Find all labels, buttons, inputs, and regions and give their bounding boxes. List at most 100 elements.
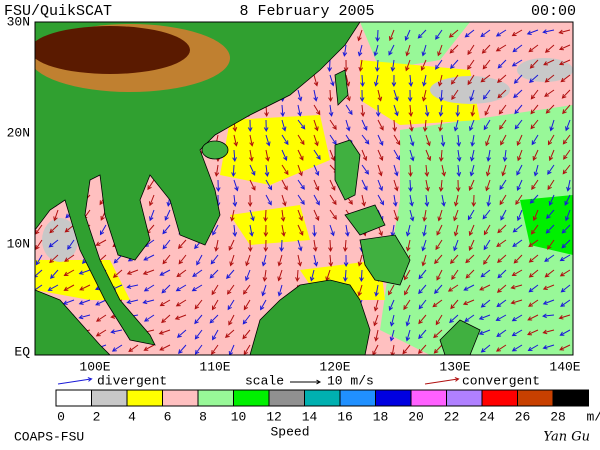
wind-arrow: [78, 314, 91, 320]
wind-arrow: [510, 299, 523, 305]
wind-arrow: [441, 164, 446, 177]
wind-arrow: [455, 179, 461, 193]
colorbar-label: 18: [373, 409, 389, 424]
wind-arrow: [529, 59, 539, 69]
wind-arrow: [249, 209, 255, 222]
wind-arrow: [418, 299, 427, 310]
wind-arrow: [558, 44, 571, 51]
wind-arrow: [420, 59, 427, 72]
wind-arrow: [405, 59, 411, 72]
wind-arrow: [449, 59, 459, 69]
wind-arrow: [297, 149, 304, 161]
wind-arrow: [263, 209, 268, 223]
wind-arrow: [530, 119, 539, 130]
wind-arrow: [361, 134, 370, 145]
wind-arrow: [526, 29, 539, 35]
legend-divergent: divergent: [97, 373, 167, 388]
lon-label: 140E: [549, 359, 580, 374]
wind-arrow: [359, 89, 365, 103]
wind-arrow: [215, 179, 221, 193]
colorbar-box: [517, 389, 554, 407]
wind-arrow: [142, 299, 155, 305]
wind-arrow: [480, 29, 491, 38]
wind-arrow: [345, 119, 351, 132]
wind-arrow: [389, 329, 395, 342]
wind-arrow: [424, 164, 430, 177]
wind-arrow: [408, 74, 414, 87]
time-title: 00:00: [531, 3, 576, 20]
wind-arrow: [343, 59, 349, 73]
wind-arrow: [511, 59, 523, 67]
wind-arrow: [374, 284, 379, 297]
wind-arrow: [242, 314, 251, 325]
colorbar-label: 26: [515, 409, 531, 424]
wind-arrow: [249, 149, 254, 162]
wind-arrow: [277, 254, 283, 267]
wind-arrow: [516, 179, 523, 191]
wind-arrow: [531, 134, 539, 146]
wind-arrow: [483, 119, 491, 131]
wind-arrow: [226, 284, 235, 295]
wind-arrow: [229, 254, 235, 267]
wind-arrow: [512, 44, 523, 53]
wind-arrow: [297, 119, 306, 130]
footer-right: Yan Gu: [543, 430, 590, 445]
wind-arrow: [297, 164, 303, 177]
wind-arrow: [290, 379, 322, 385]
wind-arrow: [249, 224, 254, 237]
wind-arrow: [233, 179, 239, 192]
wind-arrow: [126, 269, 139, 275]
wind-arrow: [404, 284, 411, 296]
wind-arrow: [35, 224, 43, 235]
wind-arrow: [243, 344, 251, 355]
wind-arrow: [513, 74, 523, 84]
wind-arrow: [361, 194, 366, 207]
wind-arrow: [264, 164, 270, 177]
wind-arrow: [113, 254, 123, 264]
wind-arrow: [422, 224, 427, 237]
wind-arrow: [227, 299, 235, 311]
wind-arrow: [228, 344, 235, 355]
wind-arrow: [530, 224, 539, 235]
wind-arrow: [78, 299, 91, 305]
wind-arrow: [212, 329, 219, 341]
wind-arrow: [35, 254, 43, 266]
colorbar-box: [552, 389, 589, 407]
wind-arrow: [309, 269, 315, 282]
wind-arrow: [528, 299, 539, 307]
wind-arrow: [360, 104, 366, 117]
wind-arrow: [405, 44, 411, 57]
wind-arrow: [392, 119, 398, 132]
wind-arrow: [438, 179, 444, 192]
wind-arrow: [403, 299, 411, 311]
wind-arrow: [544, 89, 555, 97]
wind-arrow: [281, 134, 289, 146]
wind-arrow: [467, 209, 475, 221]
wind-arrow: [548, 149, 555, 162]
wind-arrow: [357, 44, 363, 57]
wind-arrow: [450, 74, 459, 85]
wind-arrow: [297, 104, 302, 117]
wind-arrow: [468, 224, 475, 237]
wind-arrow: [482, 59, 491, 70]
wind-arrow: [63, 269, 75, 276]
wind-arrow: [279, 239, 284, 253]
wind-arrow: [435, 239, 443, 251]
wind-arrow: [496, 329, 507, 338]
wind-arrow: [514, 119, 523, 130]
wind-arrow: [470, 134, 476, 147]
legend: divergent scale 10 m/s convergent: [57, 373, 540, 388]
legend-scale: scale: [245, 373, 284, 388]
wind-arrow: [530, 89, 539, 100]
wind-arrow: [421, 239, 427, 252]
wind-arrow: [425, 149, 432, 162]
wind-arrow: [211, 299, 219, 311]
legend-scale-value: 10 m/s: [327, 373, 374, 388]
wind-arrow: [478, 329, 491, 336]
wind-arrow: [436, 224, 443, 236]
wind-arrow: [495, 314, 507, 321]
wind-arrow: [455, 104, 461, 118]
wind-arrow: [390, 59, 396, 72]
wind-arrow: [247, 119, 253, 133]
wind-arrow: [497, 89, 507, 99]
